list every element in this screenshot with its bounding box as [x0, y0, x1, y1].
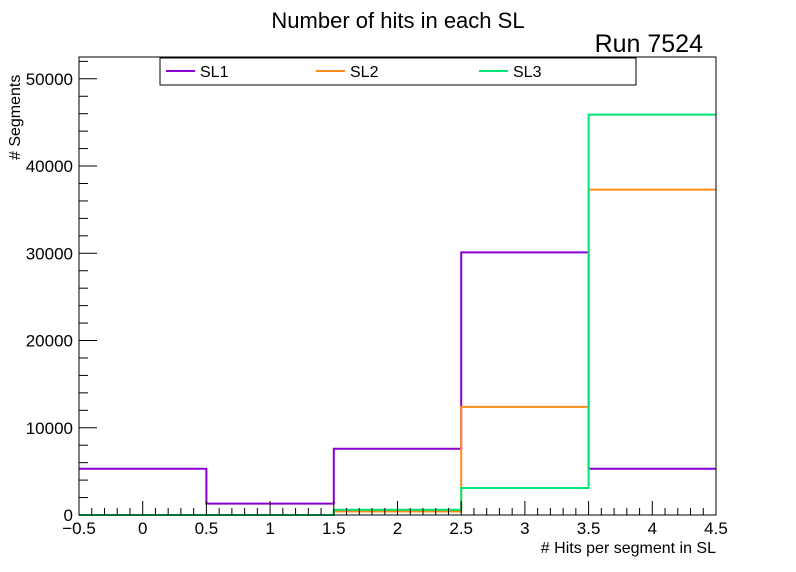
x-tick-label: −0.5 [62, 519, 96, 538]
run-label: Run 7524 [595, 30, 704, 58]
y-tick-label: 10000 [26, 419, 73, 438]
x-tick-label: 0 [138, 519, 147, 538]
y-axis-label: # Segments [7, 75, 24, 160]
legend-label-sl1: SL1 [200, 64, 229, 81]
x-axis-label: # Hits per segment in SL [541, 540, 716, 557]
x-tick-label: 1.5 [322, 519, 346, 538]
legend: SL1 SL2 SL3 [159, 57, 637, 86]
x-tick-label: 4 [648, 519, 657, 538]
x-tick-label: 0.5 [195, 519, 219, 538]
legend-entry-sl2: SL2 [316, 64, 379, 81]
chart-title: Number of hits in each SL [271, 8, 524, 33]
axes: −0.5 0 0.5 1 1.5 2 2.5 3 3.5 4 4.50100002000030000… [26, 56, 728, 538]
legend-entry-sl1: SL1 [166, 64, 229, 81]
legend-label-sl2: SL2 [350, 64, 379, 81]
series-sl2-line [79, 188, 716, 516]
x-tick-label: 2 [393, 519, 402, 538]
series-sl3-line [79, 113, 716, 516]
y-tick-label: 50000 [26, 70, 73, 89]
x-tick-label: 3.5 [577, 519, 601, 538]
y-tick-label: 0 [64, 506, 73, 525]
plot-area [79, 113, 716, 516]
legend-box [159, 57, 637, 86]
y-tick-label: 30000 [26, 244, 73, 263]
series-sl1-line [79, 251, 716, 505]
y-tick-label: 20000 [26, 332, 73, 351]
x-tick-label: 2.5 [449, 519, 473, 538]
x-tick-label: 3 [520, 519, 529, 538]
x-tick-label: 1 [265, 519, 274, 538]
legend-label-sl3: SL3 [513, 64, 542, 81]
plot-frame [78, 56, 717, 516]
y-tick-label: 40000 [26, 157, 73, 176]
x-tick-label: 4.5 [704, 519, 728, 538]
legend-entry-sl3: SL3 [479, 64, 542, 81]
